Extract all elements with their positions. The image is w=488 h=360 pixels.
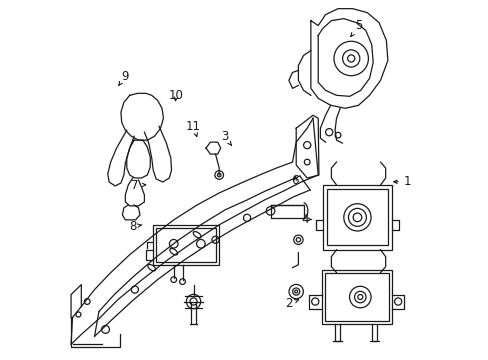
Text: 11: 11 bbox=[186, 120, 201, 136]
Text: 1: 1 bbox=[393, 175, 410, 188]
Text: 7: 7 bbox=[131, 179, 145, 192]
Bar bbox=[324, 273, 388, 321]
Bar bbox=[323, 185, 391, 250]
Bar bbox=[321, 270, 391, 324]
Text: 2: 2 bbox=[285, 297, 298, 310]
Text: 3: 3 bbox=[221, 130, 231, 145]
Text: 9: 9 bbox=[119, 69, 129, 85]
Bar bbox=[326, 189, 387, 246]
Text: 4: 4 bbox=[301, 213, 311, 226]
Text: 6: 6 bbox=[290, 174, 298, 186]
Text: 8: 8 bbox=[129, 220, 142, 233]
Text: 10: 10 bbox=[168, 89, 183, 102]
Text: 5: 5 bbox=[350, 19, 362, 36]
Bar bbox=[153, 225, 219, 265]
Bar bbox=[156, 228, 216, 262]
